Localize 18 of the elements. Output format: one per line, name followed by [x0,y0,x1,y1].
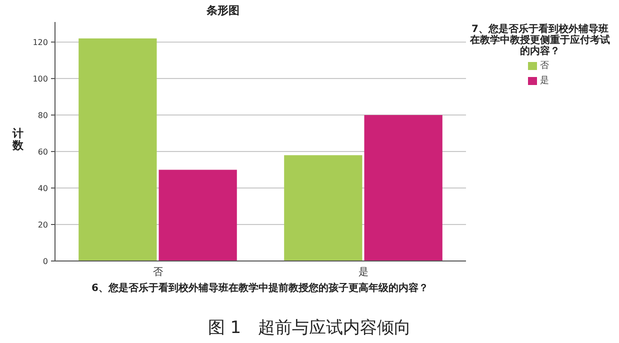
legend-label: 否 [539,60,550,72]
bar [284,155,362,261]
y-tick-label: 100 [32,74,48,84]
chart-title: 条形图 [206,3,240,18]
y-tick-label: 20 [38,220,48,230]
y-axis-title: 计数 [12,127,24,152]
bar [78,38,157,261]
x-axis-title: 6、您是否乐于看到校外辅导班在教学中提前教授您的孩子更高年级的内容？ [90,283,430,294]
caption: 图 1 超前与应试内容倾向 [206,317,412,339]
y-tick-label: 120 [32,38,48,48]
y-tick-label: 40 [38,184,48,194]
y-tick-label: 0 [42,257,48,266]
legend-label: 是 [539,74,550,87]
y-tick-label: 80 [38,111,48,120]
legend-title: 7、您是否乐于看到校外辅导班在教学中教授更侧重于应付考试的内容？ [470,24,610,57]
bar [364,115,442,261]
bar [158,170,237,261]
y-tick-label: 60 [38,148,48,157]
